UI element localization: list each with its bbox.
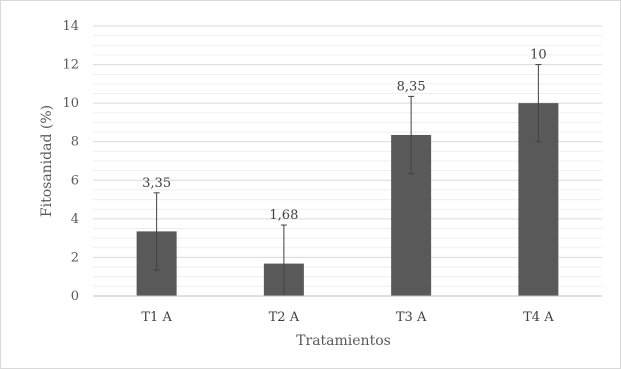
y-tick-label: 14 — [62, 19, 79, 34]
y-tick-label: 10 — [62, 96, 79, 111]
error-bars — [153, 64, 542, 297]
x-category-label: T3 A — [396, 310, 427, 325]
data-label: 3,35 — [142, 176, 171, 191]
y-axis-ticks: 0 2 4 6 8 10 12 14 — [62, 19, 79, 304]
data-label: 10 — [530, 48, 547, 63]
error-bar — [408, 95, 415, 175]
gridlines — [93, 25, 602, 287]
x-category-label: T2 A — [269, 310, 300, 325]
x-axis-title: Tratamientos — [296, 333, 391, 349]
y-tick-label: 4 — [71, 212, 79, 227]
data-label: 8,35 — [397, 79, 426, 94]
y-tick-label: 0 — [71, 289, 79, 304]
data-labels: 3,35 1,68 8,35 10 — [142, 48, 547, 223]
x-axis-categories: T1 A T2 A T3 A T4 A — [141, 310, 554, 325]
y-tick-label: 12 — [62, 58, 79, 73]
x-category-label: T1 A — [141, 310, 172, 325]
y-axis-title: Fitosanidad (%) — [39, 105, 55, 217]
error-bar — [153, 192, 160, 271]
y-tick-label: 2 — [71, 250, 79, 265]
y-tick-label: 8 — [71, 135, 79, 150]
data-label: 1,68 — [269, 208, 298, 223]
y-tick-label: 6 — [71, 173, 79, 188]
x-category-label: T4 A — [523, 310, 554, 325]
error-bar — [535, 64, 542, 143]
